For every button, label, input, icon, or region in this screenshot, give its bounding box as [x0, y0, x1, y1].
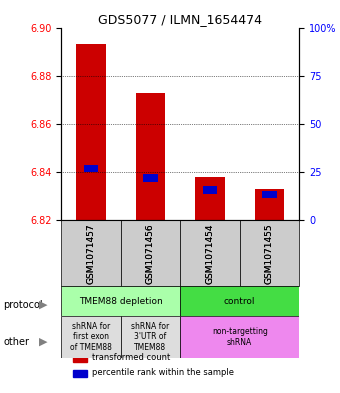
Text: protocol: protocol [3, 299, 43, 310]
Bar [195, 177, 225, 220]
Title: GDS5077 / ILMN_1654474: GDS5077 / ILMN_1654474 [98, 13, 262, 26]
Bar [203, 186, 217, 194]
Bar [73, 370, 87, 377]
Bar [136, 92, 165, 220]
Text: ▶: ▶ [39, 337, 48, 347]
Bar [255, 189, 284, 220]
Text: GSM1071456: GSM1071456 [146, 223, 155, 284]
FancyBboxPatch shape [121, 220, 180, 286]
FancyBboxPatch shape [180, 286, 299, 316]
Bar [73, 355, 87, 362]
FancyBboxPatch shape [61, 316, 121, 358]
Text: control: control [224, 297, 255, 306]
FancyBboxPatch shape [61, 286, 180, 316]
Text: GSM1071455: GSM1071455 [265, 223, 274, 284]
Text: GSM1071456: GSM1071456 [146, 223, 155, 284]
FancyBboxPatch shape [180, 316, 299, 358]
Text: GSM1071455: GSM1071455 [265, 223, 274, 284]
Text: percentile rank within the sample: percentile rank within the sample [92, 368, 234, 377]
FancyBboxPatch shape [121, 316, 180, 358]
Text: transformed count: transformed count [92, 353, 170, 362]
Text: shRNA for
first exon
of TMEM88: shRNA for first exon of TMEM88 [70, 322, 112, 352]
FancyBboxPatch shape [61, 220, 121, 286]
Text: TMEM88 depletion: TMEM88 depletion [79, 297, 163, 306]
Text: GSM1071457: GSM1071457 [86, 223, 96, 284]
Bar [143, 174, 158, 182]
Text: non-targetting
shRNA: non-targetting shRNA [212, 327, 268, 347]
Bar [76, 44, 106, 220]
FancyBboxPatch shape [240, 220, 299, 286]
Text: other: other [3, 337, 29, 347]
FancyBboxPatch shape [180, 220, 240, 286]
Bar [84, 165, 98, 172]
Text: GSM1071457: GSM1071457 [86, 223, 96, 284]
Text: GSM1071454: GSM1071454 [205, 223, 215, 284]
Text: shRNA for
3'UTR of
TMEM88: shRNA for 3'UTR of TMEM88 [131, 322, 170, 352]
Text: GSM1071454: GSM1071454 [205, 223, 215, 284]
Bar [262, 191, 277, 198]
Text: ▶: ▶ [39, 299, 48, 310]
